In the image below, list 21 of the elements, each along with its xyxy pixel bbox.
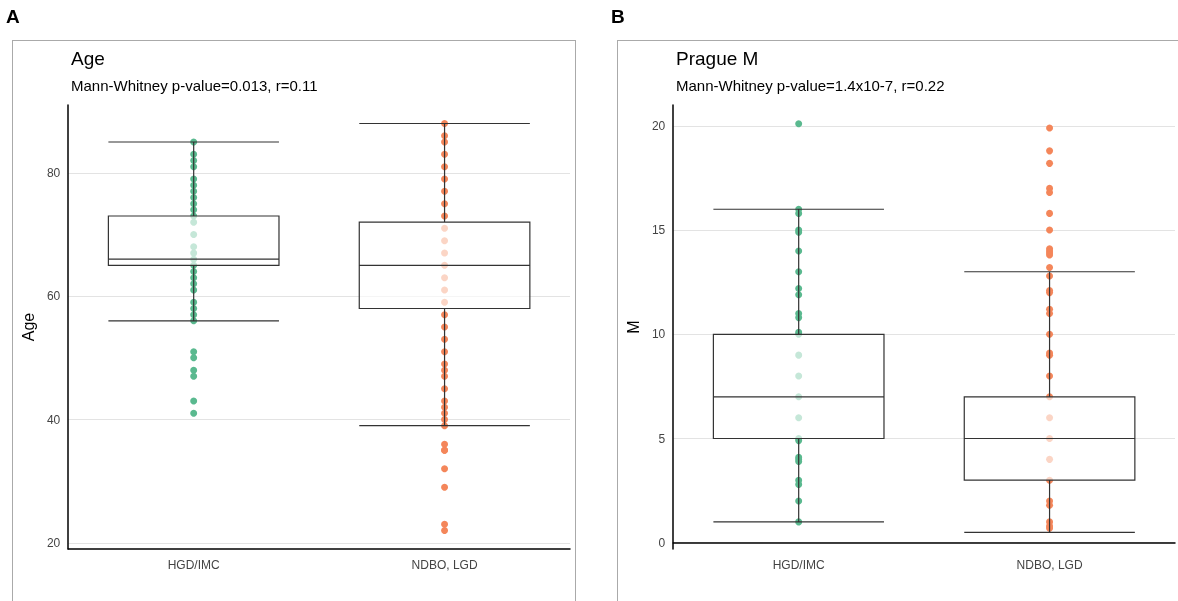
- chart-subtitle: Mann-Whitney p-value=0.013, r=0.11: [71, 77, 318, 94]
- y-tick-label: 0: [658, 535, 666, 550]
- x-tick-label: NDBO, LGD: [411, 558, 478, 572]
- y-tick-label: 5: [658, 431, 666, 446]
- y-tick-label: 15: [651, 223, 666, 238]
- y-axis-title: M: [624, 320, 642, 334]
- y-tick-label: 20: [651, 118, 666, 133]
- chart-title: Prague M: [676, 48, 759, 69]
- x-tick-label: HGD/IMC: [772, 558, 826, 572]
- y-tick-label: 40: [46, 412, 61, 427]
- x-tick-label: NDBO, LGD: [1016, 558, 1083, 572]
- x-tick-label: HGD/IMC: [167, 558, 221, 572]
- y-axis-title: Age: [19, 312, 37, 342]
- y-tick-label: 10: [651, 327, 666, 342]
- text: A: [6, 6, 20, 28]
- y-tick-label: 60: [46, 289, 61, 304]
- chart-subtitle: Mann-Whitney p-value=1.4x10-7, r=0.22: [676, 77, 945, 94]
- y-tick-label: 20: [46, 535, 61, 550]
- chart-title: Age: [71, 48, 105, 69]
- y-tick-label: 80: [46, 165, 61, 180]
- text: B: [611, 6, 625, 28]
